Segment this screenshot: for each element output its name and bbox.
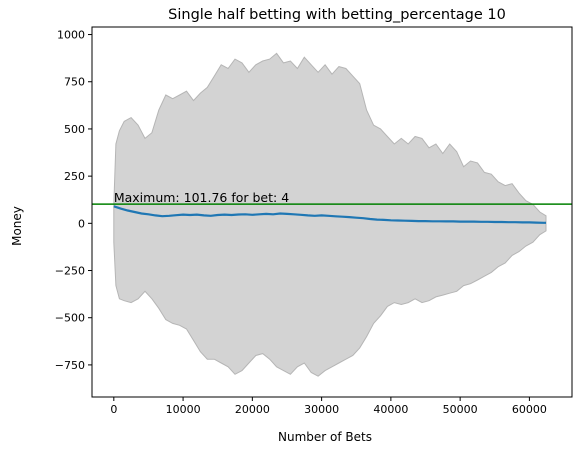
y-tick-label: −250 (55, 265, 85, 278)
x-tick-label: 0 (110, 403, 117, 416)
y-tick-label: 500 (64, 123, 85, 136)
chart-title: Single half betting with betting_percent… (168, 7, 506, 23)
y-tick-label: 0 (78, 217, 85, 230)
plot-content (92, 52, 572, 377)
y-tick-label: 1000 (57, 29, 85, 42)
plot-area: Maximum: 101.76 for bet: 4 (92, 52, 572, 377)
maximum-annotation: Maximum: 101.76 for bet: 4 (114, 190, 289, 205)
y-tick-label: −500 (55, 312, 85, 325)
y-tick-label: 750 (64, 76, 85, 89)
plot-frame (91, 26, 573, 398)
x-tick-label: 40000 (373, 403, 408, 416)
y-tick-label: −750 (55, 359, 85, 372)
x-tick-label: 50000 (443, 403, 478, 416)
series-line-0 (113, 205, 546, 224)
axes: 0 10000 20000 30000 40000 50000 60000−750−500−… (55, 26, 573, 416)
x-tick-label: 30000 (304, 403, 339, 416)
x-tick-label: 60000 (512, 403, 547, 416)
y-axis-label: Money (10, 206, 24, 246)
x-axis-label: Number of Bets (278, 430, 372, 444)
x-tick-label: 20000 (235, 403, 270, 416)
y-tick-label: 250 (64, 170, 85, 183)
x-tick-label: 10000 (166, 403, 201, 416)
